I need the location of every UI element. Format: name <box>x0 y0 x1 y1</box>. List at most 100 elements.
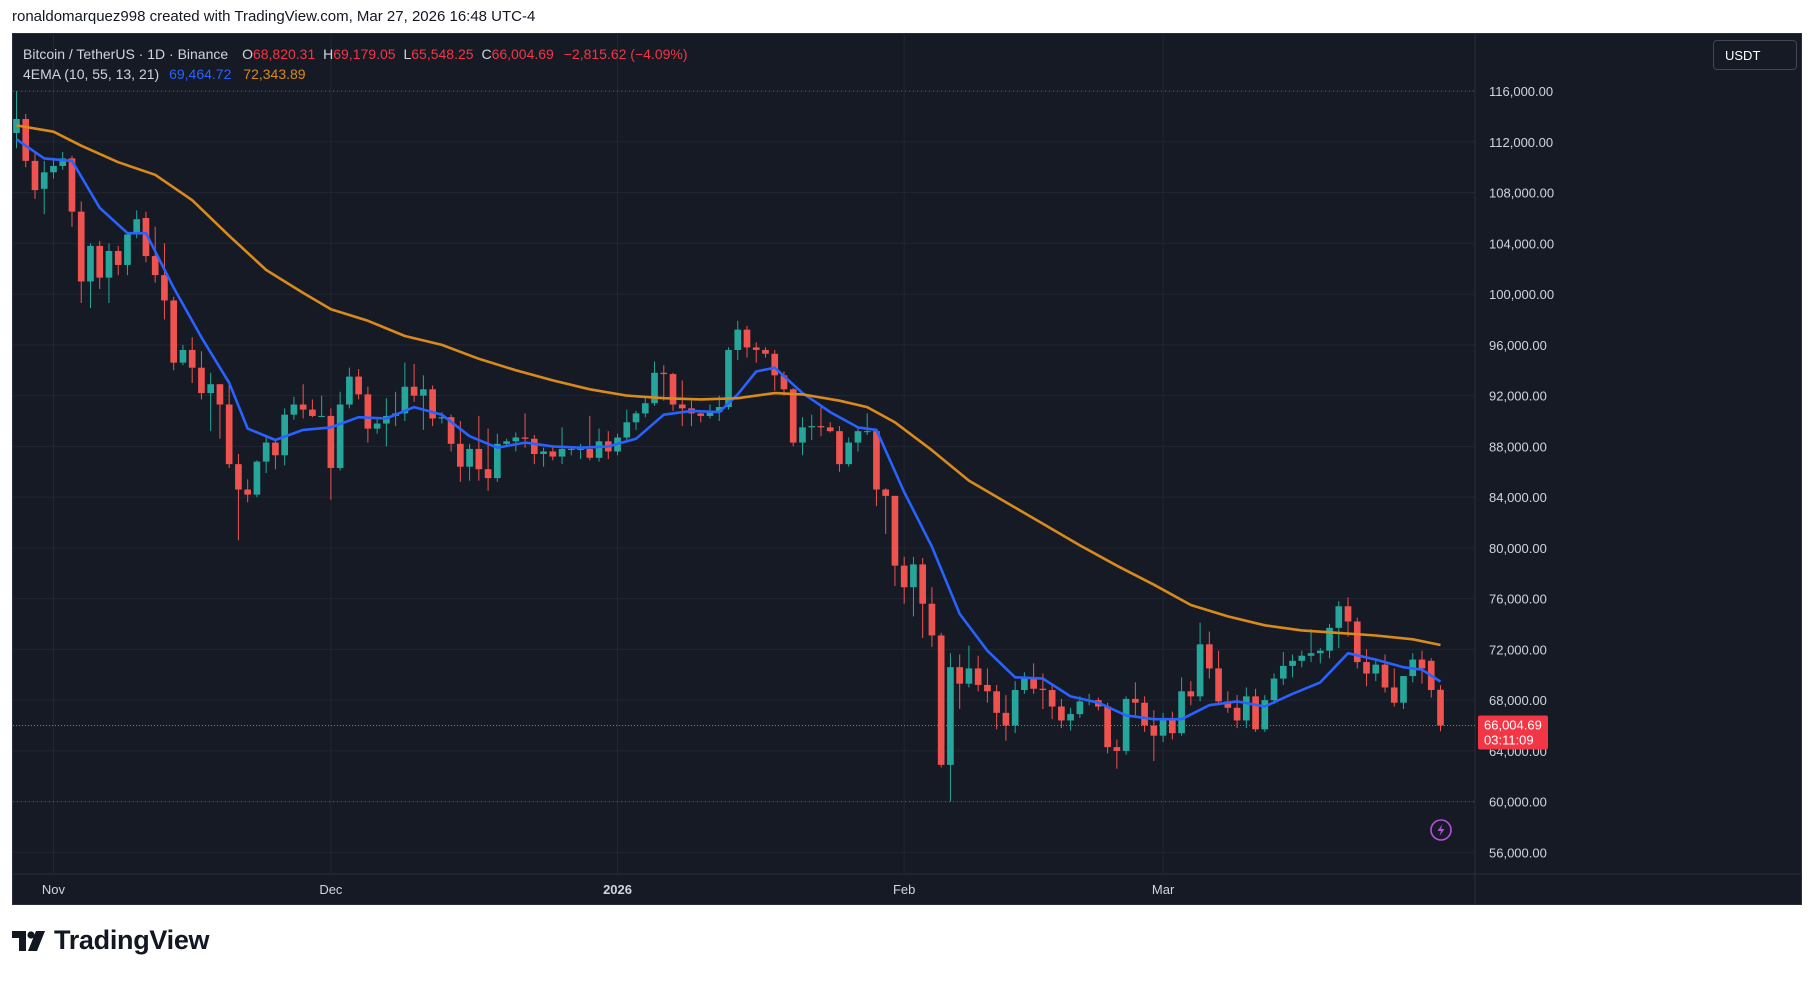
y-tick-label: 92,000.00 <box>1489 389 1547 404</box>
candle-body <box>1169 719 1176 734</box>
candle-body <box>1011 690 1019 726</box>
candle-body <box>1141 702 1148 726</box>
chart-panel[interactable]: 56,000.00 60,000.00 64,000.00 68,000.00 72,0… <box>12 33 1802 905</box>
x-tick-label: 2026 <box>603 882 632 897</box>
candle-body <box>244 489 251 495</box>
candle-body <box>771 353 779 376</box>
candle-body <box>706 412 714 416</box>
candle-body <box>281 414 288 456</box>
candle-body <box>346 376 353 405</box>
candle-body <box>799 427 806 443</box>
candle-body <box>1307 653 1315 656</box>
candle-body <box>290 404 298 415</box>
y-tick-label: 96,000.00 <box>1489 338 1547 353</box>
candle-body <box>225 404 233 465</box>
tradingview-logo[interactable]: TradingView <box>12 925 210 956</box>
indicator-label[interactable]: 4EMA (10, 55, 13, 21) <box>23 66 160 82</box>
candle-body <box>836 431 843 465</box>
candle-body <box>780 375 788 390</box>
open-label: O <box>242 46 253 62</box>
candle-body <box>31 160 39 191</box>
candle-body <box>577 448 584 450</box>
candle-body <box>660 372 668 375</box>
candle-body <box>142 217 150 257</box>
y-tick-label: 100,000.00 <box>1489 287 1554 302</box>
candle-body <box>327 415 335 468</box>
candle-body <box>1372 664 1380 674</box>
candle-body <box>891 495 899 566</box>
candle-body <box>364 394 372 429</box>
high-label: H <box>323 46 334 62</box>
candle-body <box>641 403 649 414</box>
candle-body <box>530 438 538 454</box>
last-price-label: 66,004.69 <box>1484 717 1542 732</box>
chart-credit: ronaldomarquez998 created with TradingVi… <box>12 8 536 25</box>
candle-body <box>1196 644 1204 697</box>
candle-body <box>558 448 566 457</box>
open-value: 68,820.31 <box>252 46 316 62</box>
last-price-badge <box>1478 715 1548 750</box>
candle-body <box>1363 662 1370 674</box>
y-tick-label: 72,000.00 <box>1489 642 1547 657</box>
candle-body <box>1289 660 1296 666</box>
candle-body <box>50 165 57 173</box>
candle-body <box>272 442 279 456</box>
candle-body <box>1316 650 1324 654</box>
candle-body <box>1132 698 1139 703</box>
candle-body <box>355 376 362 395</box>
candle-body <box>752 347 760 350</box>
candle-body <box>1381 664 1389 688</box>
candle-body <box>900 565 908 588</box>
y-tick-label: 80,000.00 <box>1489 541 1547 556</box>
countdown-label: 03:11:09 <box>1484 732 1534 747</box>
candle-body <box>1252 696 1259 730</box>
tradingview-logo-icon <box>12 930 45 951</box>
y-tick-label: 76,000.00 <box>1489 592 1547 607</box>
candle-body <box>1224 701 1232 708</box>
candle-body <box>59 158 67 166</box>
candle-body <box>1437 689 1444 726</box>
x-tick-label: Feb <box>893 882 915 897</box>
candle-body <box>1122 698 1130 751</box>
candle-body <box>133 219 141 235</box>
ema-fast-value: 69,464.72 <box>169 66 232 82</box>
candle-body <box>762 349 769 354</box>
candle-body <box>68 158 76 212</box>
indicator-row: 4EMA (10, 55, 13, 21) 69,464.72 72,343.8… <box>23 64 688 84</box>
candle-body <box>438 417 446 419</box>
lightning-icon[interactable] <box>1430 819 1452 841</box>
candle-body <box>87 245 94 282</box>
candle-body <box>1353 621 1361 663</box>
currency-selector[interactable]: USDT <box>1713 40 1797 70</box>
ema-slow-line <box>16 124 1441 647</box>
candle-body <box>863 431 871 433</box>
candle-body <box>198 367 205 394</box>
candle-body <box>725 349 732 408</box>
candle-body <box>1326 627 1333 651</box>
y-tick-label: 88,000.00 <box>1489 439 1547 454</box>
candle-body <box>429 389 436 419</box>
symbol-title[interactable]: Bitcoin / TetherUS · 1D · Binance <box>23 46 229 62</box>
plot-background <box>13 34 1801 904</box>
candle-body <box>651 372 658 404</box>
candle-body <box>1206 644 1213 669</box>
candle-body <box>309 409 316 416</box>
candle-body <box>503 441 510 444</box>
candlestick-chart[interactable]: 56,000.0060,000.0064,000.0068,000.0072,0… <box>13 34 1802 905</box>
candle-body <box>1335 606 1343 628</box>
x-tick-label: Dec <box>319 882 343 897</box>
candle-body <box>1021 678 1028 691</box>
candle-body <box>1270 678 1278 701</box>
candle-body <box>743 329 751 348</box>
tradingview-wordmark: TradingView <box>54 925 210 955</box>
candle-body <box>475 448 483 470</box>
candle-body <box>1048 690 1056 707</box>
candle-body <box>188 349 196 368</box>
candle-body <box>105 250 113 278</box>
candle-body <box>161 275 168 301</box>
y-tick-label: 56,000.00 <box>1489 845 1547 860</box>
candle-body <box>207 384 215 394</box>
x-tick-label: Mar <box>1152 882 1175 897</box>
candle-body <box>669 374 677 405</box>
candle-body <box>623 422 631 438</box>
